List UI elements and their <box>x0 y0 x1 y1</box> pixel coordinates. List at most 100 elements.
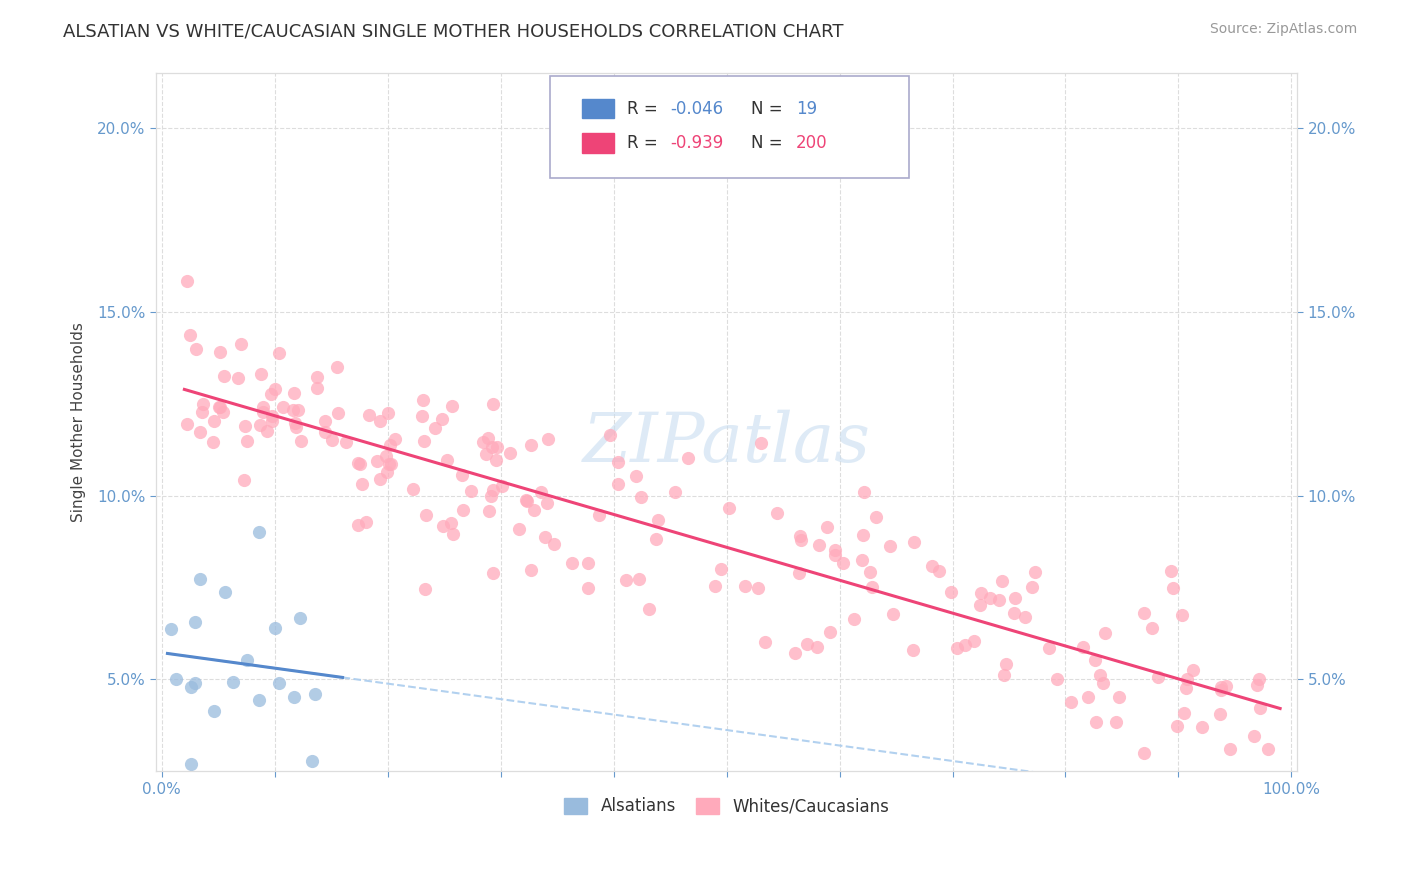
Point <box>806 640 828 655</box>
Point <box>441 399 464 413</box>
Text: 19: 19 <box>796 100 817 118</box>
Point <box>233 419 256 434</box>
Point <box>412 392 434 407</box>
Point <box>879 539 901 553</box>
Point <box>1219 742 1241 756</box>
Point <box>979 591 1001 605</box>
Point <box>1046 672 1069 686</box>
Point <box>765 506 787 520</box>
Point <box>824 542 846 557</box>
Point <box>214 584 236 599</box>
Point <box>208 401 231 415</box>
Point <box>516 493 538 508</box>
Point <box>191 404 214 418</box>
Point <box>440 516 463 531</box>
Point <box>283 386 305 401</box>
Point <box>664 485 686 500</box>
Point <box>236 434 259 449</box>
Text: -0.939: -0.939 <box>671 134 724 152</box>
Point <box>1160 564 1182 578</box>
Point <box>1249 672 1271 686</box>
Point <box>380 457 402 471</box>
Point <box>347 517 370 532</box>
Text: -0.046: -0.046 <box>671 100 724 118</box>
Point <box>481 440 503 454</box>
Text: R =: R = <box>627 100 664 118</box>
Point <box>534 530 557 544</box>
Point <box>1246 678 1268 692</box>
Point <box>305 381 328 395</box>
Point <box>212 405 235 419</box>
Point <box>515 492 537 507</box>
Point <box>1132 746 1154 760</box>
Point <box>1021 581 1043 595</box>
Point <box>1004 591 1026 605</box>
Point <box>368 472 391 486</box>
Point <box>576 557 599 571</box>
Point <box>412 434 434 449</box>
Point <box>824 548 846 562</box>
Point <box>413 582 436 597</box>
Point <box>1175 672 1198 686</box>
Point <box>1147 670 1170 684</box>
Point <box>184 615 207 629</box>
Text: ALSATIAN VS WHITE/CAUCASIAN SINGLE MOTHER HOUSEHOLDS CORRELATION CHART: ALSATIAN VS WHITE/CAUCASIAN SINGLE MOTHE… <box>63 22 844 40</box>
Text: N =: N = <box>751 100 787 118</box>
Point <box>357 408 380 422</box>
Point <box>815 520 838 534</box>
Point <box>188 572 211 586</box>
Point <box>233 473 256 487</box>
Point <box>436 452 458 467</box>
Point <box>432 518 454 533</box>
Point <box>159 622 181 636</box>
Point <box>267 346 290 360</box>
Point <box>202 705 225 719</box>
Point <box>537 432 560 446</box>
Point <box>212 368 235 383</box>
Point <box>301 754 323 768</box>
Point <box>576 581 599 595</box>
Point <box>481 483 503 497</box>
Point <box>903 535 925 549</box>
Point <box>818 625 841 640</box>
Bar <box>582 99 613 119</box>
Point <box>1163 582 1185 596</box>
Point <box>477 432 499 446</box>
Point <box>939 585 962 599</box>
Point <box>1085 714 1108 729</box>
Point <box>402 482 425 496</box>
Point <box>226 371 249 385</box>
Point <box>1209 680 1232 694</box>
Point <box>375 466 398 480</box>
Point <box>377 406 399 420</box>
Legend: Alsatians, Whites/Caucasians: Alsatians, Whites/Caucasians <box>564 797 890 815</box>
Point <box>176 417 198 431</box>
Point <box>519 438 541 452</box>
Point <box>953 638 976 652</box>
Point <box>901 642 924 657</box>
Point <box>478 504 501 518</box>
Point <box>853 485 876 500</box>
Point <box>1038 641 1060 656</box>
Point <box>1140 621 1163 635</box>
Point <box>460 484 482 499</box>
Point <box>882 607 904 621</box>
Point <box>1092 675 1115 690</box>
Point <box>1173 706 1195 721</box>
Point <box>1060 695 1083 709</box>
Point <box>1175 681 1198 696</box>
Point <box>789 529 811 543</box>
Point <box>969 599 991 613</box>
Point <box>256 425 278 439</box>
Point <box>491 479 513 493</box>
Point <box>734 579 756 593</box>
Point <box>991 574 1014 588</box>
Point <box>247 693 270 707</box>
Point <box>184 342 207 356</box>
Point <box>252 401 274 415</box>
Point <box>1014 609 1036 624</box>
Point <box>375 449 398 463</box>
Point <box>1088 668 1111 682</box>
Point <box>314 414 336 428</box>
Point <box>508 522 530 536</box>
